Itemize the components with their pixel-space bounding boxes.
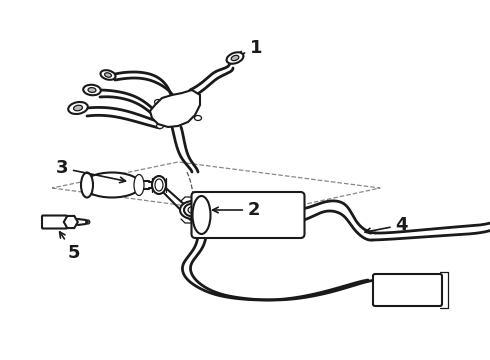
Ellipse shape	[195, 116, 201, 121]
Text: 5: 5	[60, 232, 80, 262]
Ellipse shape	[74, 105, 82, 111]
FancyBboxPatch shape	[192, 192, 304, 238]
Ellipse shape	[156, 123, 164, 129]
Text: 1: 1	[237, 39, 263, 57]
Text: 2: 2	[213, 201, 261, 219]
Ellipse shape	[226, 52, 244, 64]
Ellipse shape	[152, 176, 166, 194]
Ellipse shape	[83, 85, 101, 95]
Polygon shape	[150, 90, 200, 127]
Ellipse shape	[231, 55, 239, 60]
Ellipse shape	[154, 99, 162, 104]
FancyBboxPatch shape	[373, 274, 442, 306]
Ellipse shape	[100, 70, 116, 80]
Text: 3: 3	[55, 159, 125, 183]
Text: 4: 4	[365, 216, 408, 234]
Ellipse shape	[88, 87, 96, 93]
Ellipse shape	[83, 172, 141, 198]
Ellipse shape	[104, 73, 111, 77]
Ellipse shape	[193, 94, 199, 99]
Ellipse shape	[193, 196, 211, 234]
Ellipse shape	[81, 172, 93, 198]
Ellipse shape	[134, 175, 144, 195]
Ellipse shape	[180, 201, 206, 219]
Ellipse shape	[68, 102, 88, 114]
FancyBboxPatch shape	[42, 216, 67, 229]
